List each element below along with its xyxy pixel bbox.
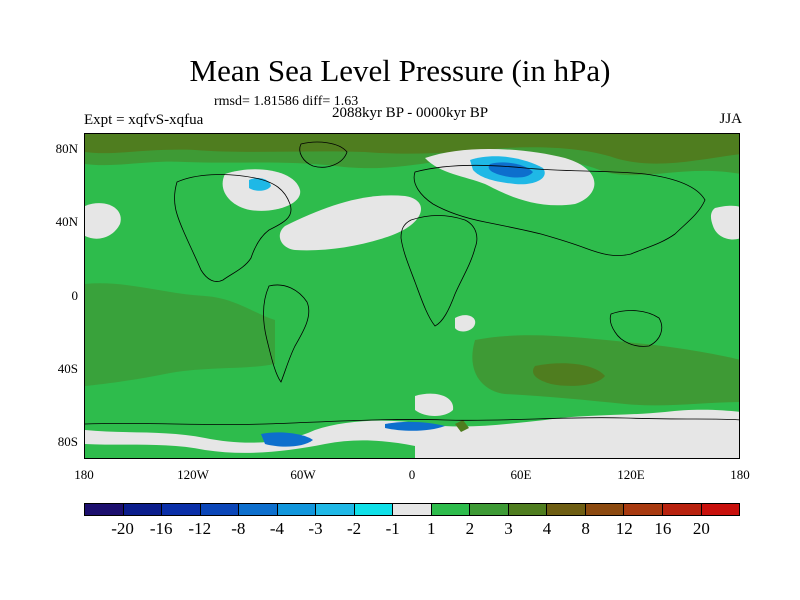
ross-sea-low — [261, 432, 313, 447]
colorbar-cell — [277, 504, 317, 515]
eurasia-coast — [413, 165, 706, 256]
colorbar-cell — [162, 504, 201, 515]
colorbar-label: 3 — [504, 519, 513, 538]
lat-label-80n: 80N — [55, 141, 78, 156]
antarctic-green-region — [85, 440, 415, 458]
antarctic-grey-region — [85, 409, 739, 458]
northeast-pacific-grey-region — [710, 205, 739, 240]
colorbar-cell — [470, 504, 509, 515]
colorbar-label: -12 — [188, 519, 212, 538]
colorbar-label: 2 — [465, 519, 475, 538]
chart-title: Mean Sea Level Pressure (in hPa) — [189, 53, 611, 88]
colorbar-cell — [123, 504, 163, 515]
colorbar-cell — [85, 504, 124, 515]
colorbar-cell — [316, 504, 355, 515]
colorbar-label: 4 — [542, 519, 552, 538]
south-america-coast — [263, 284, 310, 383]
lon-label-180e: 180 — [730, 467, 750, 482]
colorbar-label: -3 — [308, 519, 323, 538]
colorbar-label: -1 — [385, 519, 400, 538]
colorbar-label: -20 — [111, 519, 134, 538]
north-america-coast — [174, 174, 292, 282]
lat-label-0: 0 — [71, 288, 79, 303]
colorbar-label: -8 — [231, 519, 246, 538]
australia-coast — [609, 310, 663, 347]
colorbar-cell — [354, 504, 394, 515]
map-plot-area — [84, 133, 740, 459]
weddell-grey-region — [415, 393, 454, 416]
weddell-low — [385, 421, 445, 431]
arctic-field-high — [85, 134, 739, 164]
lon-label-60w: 60W — [290, 467, 316, 482]
north-pacific-grey-region — [85, 203, 121, 239]
colorbar-cell — [393, 504, 432, 515]
lat-label-80s: 80S — [57, 434, 78, 449]
south-africa-grey-region — [455, 315, 476, 332]
lon-label-120e: 120E — [617, 467, 645, 482]
south-pacific-positive-region — [85, 283, 275, 386]
colorbar-cell — [662, 504, 702, 515]
colorbar-label: 20 — [692, 519, 710, 538]
colorbar-label: 8 — [581, 519, 590, 538]
colorbar — [84, 503, 740, 516]
colorbar-cell — [200, 504, 240, 515]
stats-text: rmsd= 1.81586 diff= 1.63 — [214, 94, 359, 109]
colorbar-cell — [508, 504, 548, 515]
colorbar-cell — [624, 504, 663, 515]
africa-coast — [400, 215, 478, 327]
colorbar-label: 16 — [654, 519, 672, 538]
north-atlantic-grey-region — [279, 195, 422, 251]
lon-label-60e: 60E — [510, 467, 532, 482]
season-label: JJA — [719, 111, 742, 127]
period-label: 2088kyr BP - 0000kyr BP — [331, 105, 489, 121]
colorbar-cell — [239, 504, 278, 515]
pressure-map — [85, 134, 739, 458]
colorbar-label: 12 — [615, 519, 633, 538]
colorbar-label: 1 — [427, 519, 436, 538]
colorbar-cell — [431, 504, 471, 515]
colorbar-cell — [547, 504, 586, 515]
south-indian-positive-region — [472, 335, 739, 406]
colorbar-label: -16 — [149, 519, 173, 538]
lon-label-0: 0 — [408, 467, 416, 482]
weddell-high-patch — [455, 420, 469, 432]
greenland-coast — [299, 141, 348, 168]
lat-label-40s: 40S — [57, 361, 78, 376]
colorbar-cell — [585, 504, 625, 515]
lon-label-180w: 180 — [74, 467, 94, 482]
experiment-label: Expt = xqfvS-xqfua — [84, 112, 204, 128]
lat-label-40n: 40N — [55, 214, 78, 229]
antarctica-coast — [85, 417, 739, 425]
lon-label-120w: 120W — [177, 467, 209, 482]
south-indian-high-region — [532, 363, 605, 386]
colorbar-label: -2 — [347, 519, 362, 538]
colorbar-label: -4 — [269, 519, 285, 538]
coastlines — [85, 141, 739, 425]
colorbar-labels: -20 -16 -12 -8 -4 -3 -2 -1 1 2 3 4 8 12 16 20 — [84, 519, 740, 539]
colorbar-cell — [701, 504, 740, 515]
